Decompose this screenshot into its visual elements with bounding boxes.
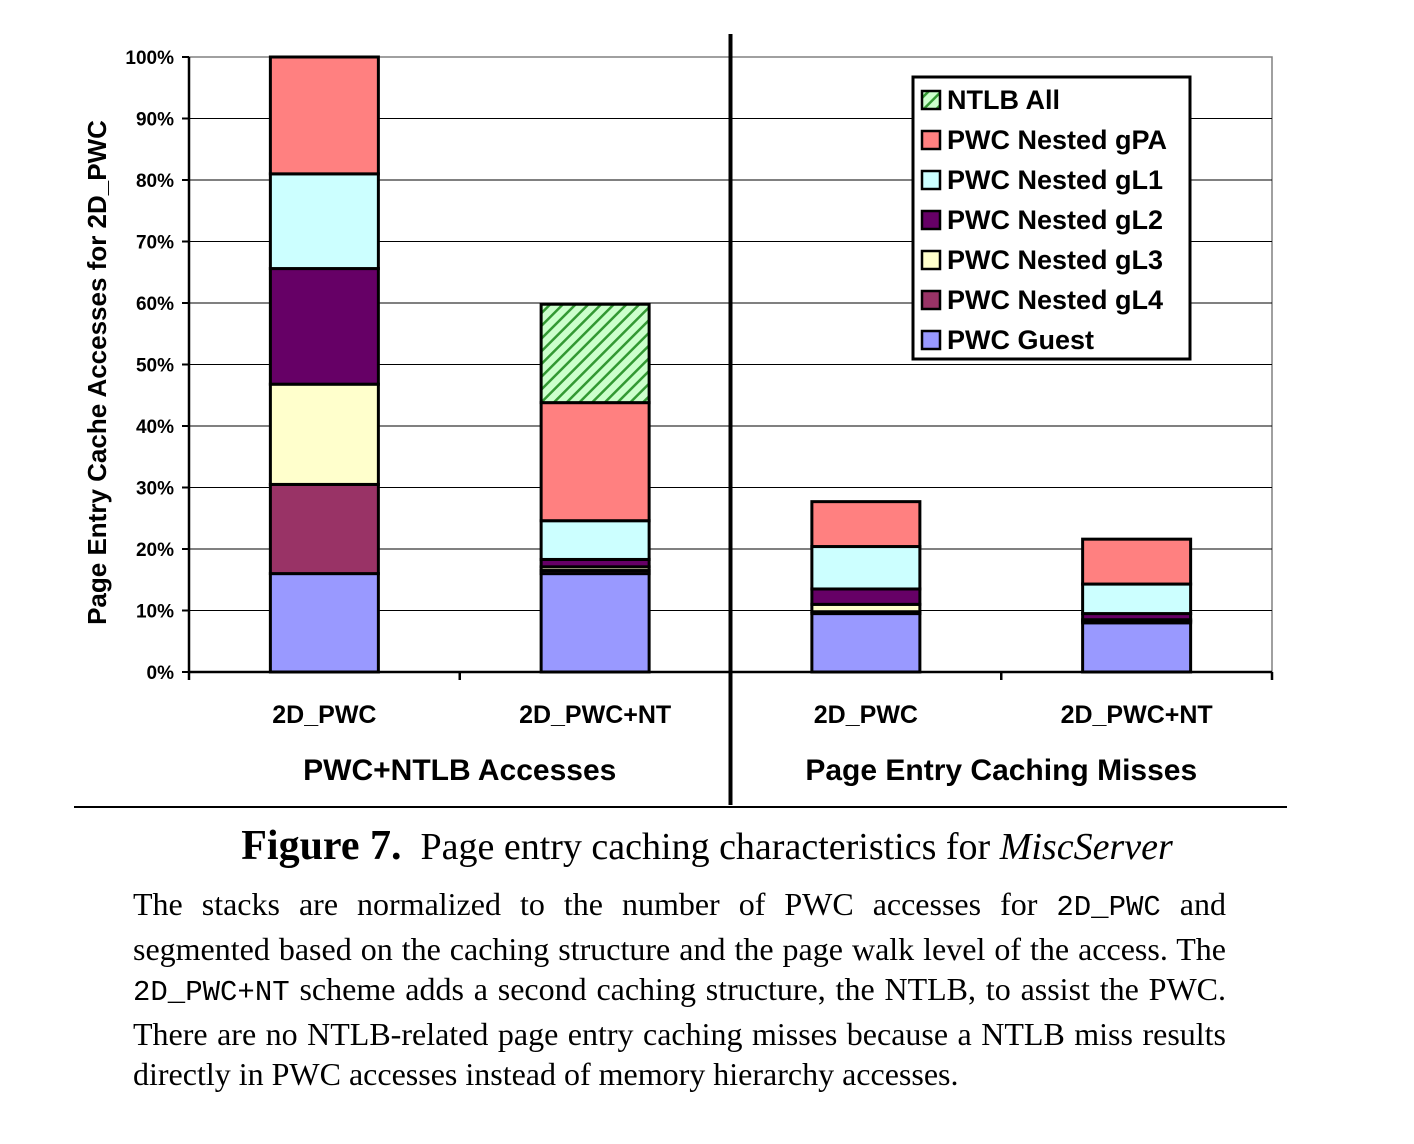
- y-tick-label: 50%: [136, 356, 174, 377]
- legend-swatch: [920, 169, 942, 191]
- legend-label: PWC Guest: [947, 325, 1094, 355]
- figure-caption: Figure 7. Page entry caching characteris…: [0, 822, 1414, 870]
- bar-segment: [268, 172, 380, 271]
- legend-swatch: [920, 329, 942, 351]
- y-tick-label: 0%: [147, 663, 175, 684]
- bar-segment: [539, 519, 651, 561]
- legend-swatch: [920, 249, 942, 271]
- x-tick-label: 2D_PWC+NT: [1061, 701, 1213, 729]
- group-label: PWC+NTLB Accesses: [303, 754, 616, 787]
- legend-label: NTLB All: [947, 85, 1060, 115]
- x-tick-label: 2D_PWC+NT: [519, 701, 671, 729]
- figure-number: Figure 7.: [241, 823, 402, 869]
- legend-swatch: [920, 209, 942, 231]
- bars-layer: [268, 55, 1193, 674]
- caption-text: The stacks are normalized to the number …: [133, 886, 1057, 922]
- bar-segment: [1081, 582, 1193, 616]
- y-axis-label: Page Entry Cache Accesses for 2D_PWC: [82, 120, 112, 625]
- x-tick-label: 2D_PWC: [272, 701, 376, 729]
- bar-segment: [268, 572, 380, 674]
- stacked-bar-chart: 0% 10% 20% 30% 40% 50% 60% 70% 80% 90% 100% 2D_PWC 2…: [74, 34, 1287, 808]
- legend-label: PWC Nested gL4: [947, 285, 1163, 315]
- y-tick-label: 20%: [136, 540, 174, 561]
- axes-layer: [74, 34, 1287, 808]
- figure-title: Page entry caching characteristics for: [420, 826, 991, 868]
- bar-segment: [1081, 621, 1193, 674]
- x-tick-label: 2D_PWC: [814, 701, 918, 729]
- bar-segment: [539, 401, 651, 523]
- bar-segment: [268, 482, 380, 576]
- figure-title-emphasis: MiscServer: [999, 826, 1173, 868]
- bar-segment: [810, 545, 922, 591]
- legend-label: PWC Nested gPA: [947, 125, 1167, 155]
- legend-label: PWC Nested gL1: [947, 165, 1163, 195]
- bar-segment: [1081, 537, 1193, 586]
- legend-swatch: [920, 129, 942, 151]
- legend-swatch: [920, 289, 942, 311]
- bar-segment: [268, 382, 380, 486]
- legend-label: PWC Nested gL2: [947, 205, 1163, 235]
- y-tick-label: 60%: [136, 294, 174, 315]
- group-label: Page Entry Caching Misses: [805, 754, 1197, 787]
- caption-text: and segmented based on the caching struc…: [133, 886, 1226, 967]
- bar-segment: [268, 55, 380, 176]
- caption-code: 2D_PWC+NT: [133, 976, 290, 1010]
- caption-body: The stacks are normalized to the number …: [133, 884, 1226, 1095]
- legend: NTLB All PWC Nested gPA PWC Nested gL1 PWC …: [911, 75, 1192, 361]
- y-tick-label: 30%: [136, 479, 174, 500]
- y-tick-label: 90%: [136, 110, 174, 131]
- y-tick-label: 100%: [125, 48, 174, 69]
- legend-box: [911, 75, 1192, 361]
- y-tick-label: 70%: [136, 233, 174, 254]
- caption-code: 2D_PWC: [1056, 891, 1161, 924]
- y-tick-label: 40%: [136, 417, 174, 438]
- labels-layer: 0% 10% 20% 30% 40% 50% 60% 70% 80% 90% 100% 2D_PWC 2…: [82, 48, 1213, 787]
- y-tick-label: 80%: [136, 171, 174, 192]
- bar-segment: [810, 612, 922, 674]
- caption-text: scheme adds a second caching structure, …: [133, 971, 1226, 1093]
- y-tick-label: 10%: [136, 602, 174, 623]
- bar-segment: [268, 267, 380, 386]
- bar-segment: [810, 587, 922, 606]
- legend-label: PWC Nested gL3: [947, 245, 1163, 275]
- bar-segment: [539, 302, 651, 405]
- legend-swatch: [920, 89, 942, 111]
- bar-segment: [810, 500, 922, 549]
- bar-segment: [539, 572, 651, 674]
